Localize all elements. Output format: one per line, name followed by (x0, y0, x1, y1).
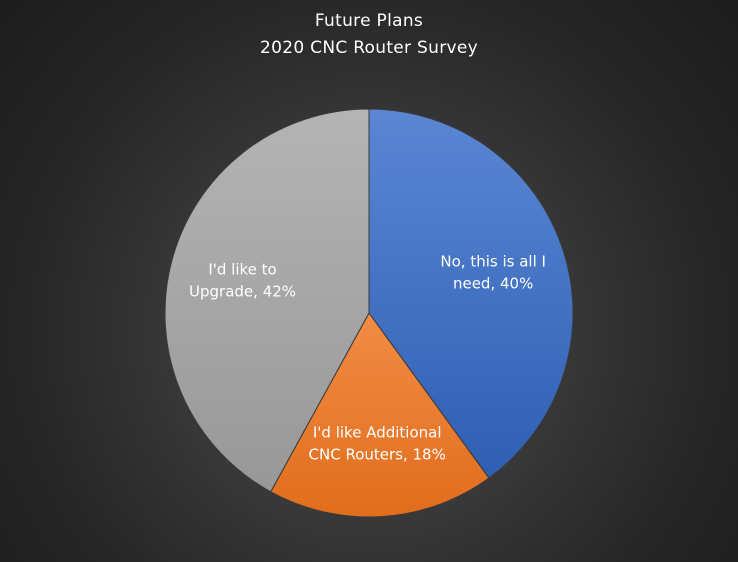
data-label-line: CNC Routers, 18% (309, 445, 446, 463)
chart-subtitle: 2020 CNC Router Survey (259, 38, 478, 58)
data-label-i-d-like-additional-cnc-routers: I'd like Additional CNC Routers, 18% (309, 423, 446, 463)
data-label-line: I'd like Additional (313, 423, 442, 441)
pie-slice-i-d-like-additional-cnc-routers (270, 312, 490, 518)
data-label-no-this-is-all-i-need: No, this is all I need, 40% (440, 253, 546, 293)
data-label-line: need, 40% (453, 275, 533, 293)
data-label-line: No, this is all I (440, 253, 546, 271)
data-label-line: I'd like to (208, 261, 276, 279)
data-label-line: Upgrade, 42% (189, 283, 296, 301)
pie-slice-no-this-is-all-i-need (368, 108, 574, 479)
chart-title: Future Plans (314, 11, 424, 31)
data-label-i-d-like-to-upgrade: I'd like to Upgrade, 42% (189, 261, 296, 301)
pie-labels: No, this is all I need, 40% I'd like Addit… (189, 253, 546, 464)
pie-slices (164, 108, 574, 518)
chart-title-block: Future Plans 2020 CNC Router Survey (0, 8, 738, 62)
pie-slice-i-d-like-to-upgrade (164, 108, 370, 493)
